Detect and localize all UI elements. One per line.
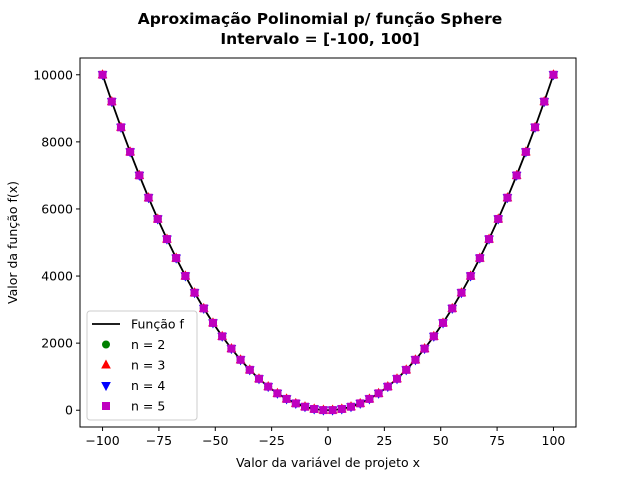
x-tick-label: −100: [85, 433, 119, 448]
y-tick-label: 8000: [41, 134, 73, 149]
x-tick-label: −75: [146, 433, 172, 448]
data-point: [448, 304, 457, 313]
x-tick-label: 50: [433, 433, 449, 448]
data-point: [503, 193, 512, 202]
data-point: [365, 394, 374, 403]
legend-entry: Função f: [92, 317, 185, 332]
data-point: [383, 382, 392, 391]
data-point: [107, 97, 116, 106]
data-point: [245, 365, 254, 374]
x-axis: −100 −75 −50 −25 0 25 50 75 100: [85, 427, 565, 448]
chart-title-line-2: Intervalo = [-100, 100]: [220, 30, 419, 48]
legend-marker-swatch: [102, 340, 110, 349]
data-point: [208, 318, 217, 327]
data-point: [254, 374, 263, 383]
data-point: [218, 332, 227, 341]
data-point: [144, 193, 153, 202]
data-point: [347, 402, 356, 411]
data-point: [328, 406, 337, 415]
legend-label: n = 5: [131, 399, 165, 414]
data-point: [494, 214, 503, 223]
data-point: [181, 271, 190, 280]
data-point: [291, 399, 300, 408]
legend-label: Função f: [131, 317, 185, 332]
plot-area: [97, 69, 559, 416]
data-point: [319, 406, 328, 415]
legend-entry: n = 4: [101, 378, 165, 393]
data-point: [116, 123, 125, 132]
data-point: [485, 235, 494, 244]
data-point: [457, 288, 466, 297]
y-tick-label: 0: [65, 403, 73, 418]
y-tick-label: 6000: [41, 201, 73, 216]
data-point: [402, 365, 411, 374]
data-point: [310, 404, 319, 413]
y-tick-label: 10000: [33, 67, 73, 82]
data-point: [439, 318, 448, 327]
data-point: [98, 70, 107, 79]
data-point: [227, 344, 236, 353]
data-point: [337, 404, 346, 413]
data-point: [300, 402, 309, 411]
legend-entry: n = 2: [102, 337, 165, 352]
data-point: [126, 147, 135, 156]
data-point: [420, 344, 429, 353]
x-tick-label: 0: [324, 433, 332, 448]
data-point: [264, 382, 273, 391]
x-tick-label: −25: [258, 433, 284, 448]
data-point: [411, 355, 420, 364]
legend-label: n = 2: [131, 337, 165, 352]
data-point: [521, 147, 530, 156]
x-tick-label: 75: [489, 433, 505, 448]
data-point: [466, 271, 475, 280]
legend: Função f n = 2 n = 3 n = 4 n = 5: [86, 310, 198, 421]
legend-entry: n = 5: [102, 399, 165, 414]
data-point: [475, 254, 484, 263]
legend-entry: n = 3: [101, 358, 165, 373]
data-point: [374, 389, 383, 398]
data-point: [393, 374, 402, 383]
data-point: [199, 304, 208, 313]
data-point: [273, 389, 282, 398]
data-point: [236, 355, 245, 364]
data-point: [540, 97, 549, 106]
data-point: [356, 399, 365, 408]
data-point: [549, 70, 558, 79]
data-point: [172, 254, 181, 263]
y-axis: 0 2000 4000 6000 8000 10000: [33, 67, 80, 418]
y-axis-label: Valor da função f(x): [5, 181, 20, 304]
y-tick-label: 2000: [41, 336, 73, 351]
data-point: [162, 235, 171, 244]
x-tick-label: −50: [202, 433, 228, 448]
legend-marker-swatch: [101, 382, 111, 392]
legend-marker-swatch: [101, 359, 111, 369]
legend-marker-swatch: [102, 402, 110, 410]
x-axis-label: Valor da variável de projeto x: [236, 455, 420, 470]
chart-title-line-1: Aproximação Polinomial p/ função Sphere: [138, 10, 503, 28]
data-point: [512, 171, 521, 180]
data-point: [190, 288, 199, 297]
data-point: [282, 394, 291, 403]
legend-label: n = 4: [131, 378, 165, 393]
x-tick-label: 25: [376, 433, 392, 448]
data-point: [429, 332, 438, 341]
y-tick-label: 4000: [41, 269, 73, 284]
data-point: [135, 171, 144, 180]
data-point: [153, 214, 162, 223]
legend-label: n = 3: [131, 358, 165, 373]
legend-box: [86, 310, 198, 421]
x-tick-label: 100: [542, 433, 566, 448]
data-point: [531, 123, 540, 132]
series-5: [98, 70, 558, 415]
